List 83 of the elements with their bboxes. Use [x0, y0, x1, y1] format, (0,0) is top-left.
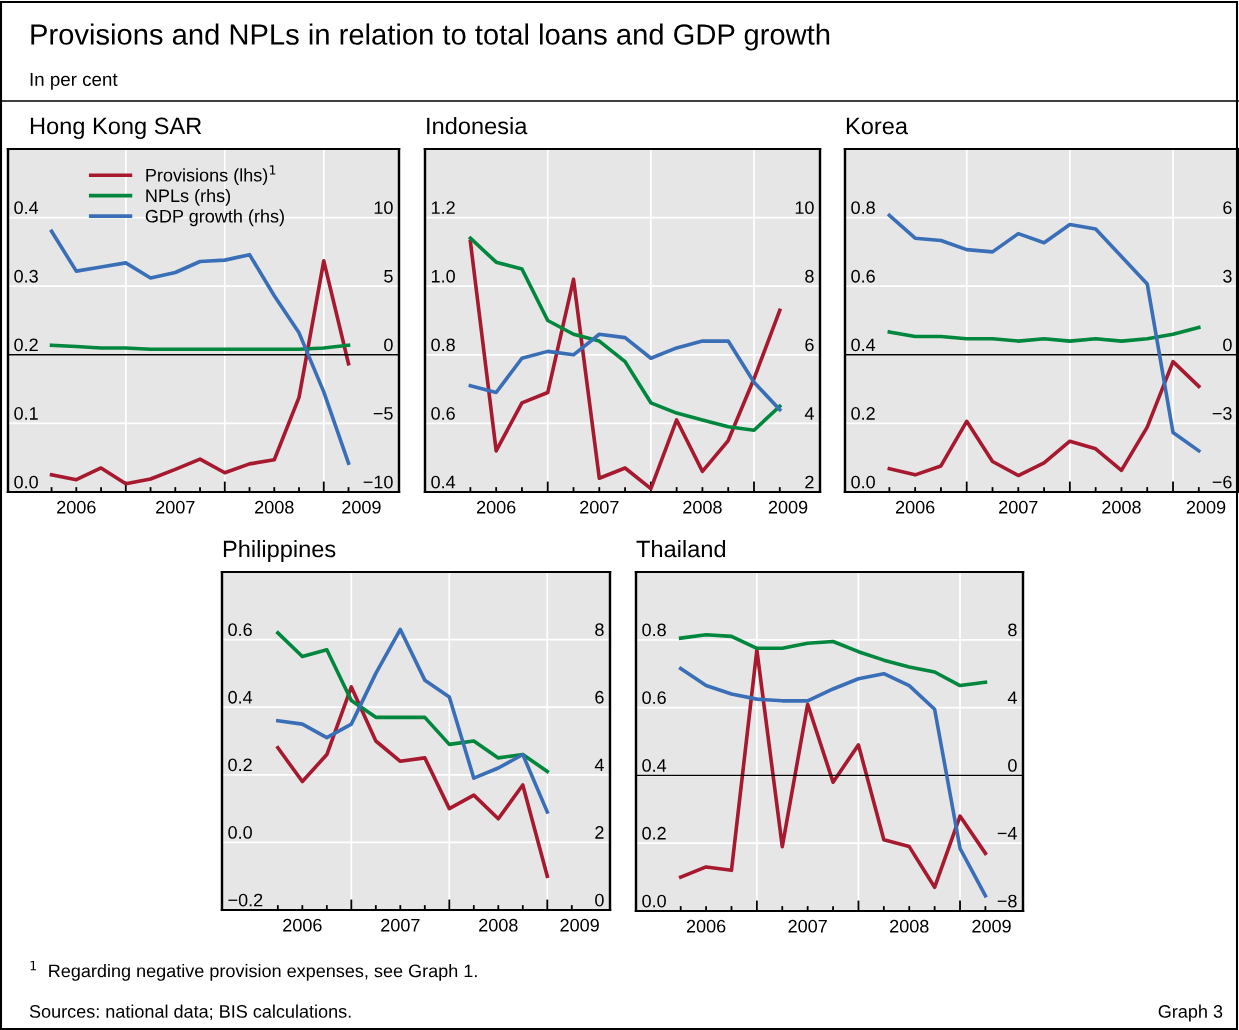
y2-tick-label: 2 — [595, 826, 604, 839]
y2-tick-label: 6 — [805, 338, 814, 352]
y-tick-label: 0.4 — [228, 690, 253, 704]
y-tick-label: 0.8 — [851, 201, 875, 215]
y2-tick-label: 8 — [805, 269, 814, 283]
y-tick-label: 1.0 — [431, 269, 455, 283]
y-tick-label: 0.2 — [228, 758, 252, 772]
source-note: Sources: national data; BIS calculations. — [29, 1004, 351, 1020]
y2-tick-label: 6 — [595, 690, 604, 704]
y-tick-label: 0.0 — [642, 894, 666, 908]
y2-tick-label: 0 — [595, 893, 604, 907]
x-tick-label: 2006 — [283, 918, 322, 932]
y-tick-label: 0.1 — [14, 407, 38, 420]
y2-tick-label: 4 — [804, 407, 814, 420]
y2-tick-label: −10 — [363, 475, 393, 489]
x-tick-label: 2009 — [972, 919, 1011, 933]
y-tick-label: 0.6 — [228, 623, 252, 637]
x-tick-label: 2007 — [156, 500, 195, 514]
y-tick-label: 0.0 — [14, 475, 38, 489]
y2-tick-label: 2 — [805, 475, 814, 489]
chart-title: Korea — [846, 117, 908, 135]
y2-tick-label: 3 — [1223, 269, 1232, 283]
y-tick-label: 0.4 — [431, 475, 456, 489]
caption: Graph 3 — [1158, 1004, 1223, 1022]
chart-title: Hong Kong SAR — [30, 117, 202, 140]
y-tick-label: 0.4 — [642, 759, 667, 772]
x-tick-label: 2009 — [768, 500, 808, 514]
y-tick-label: 1.2 — [431, 201, 455, 214]
y-tick-label: 0.2 — [642, 826, 666, 840]
x-tick-label: 2008 — [255, 500, 294, 514]
y-tick-label: 0.0 — [851, 475, 875, 489]
y-tick-label: 0.6 — [851, 269, 875, 283]
y-tick-label: −0.2 — [228, 893, 263, 907]
y2-tick-label: 4 — [1007, 691, 1017, 704]
y-tick-label: 0.4 — [851, 338, 876, 352]
y-tick-label: 0.6 — [642, 691, 666, 705]
y2-tick-label: −5 — [373, 407, 393, 420]
y2-tick-label: −6 — [1212, 475, 1232, 489]
y2-tick-label: 0 — [1223, 338, 1232, 352]
x-tick-label: 2009 — [342, 500, 381, 514]
legend-label: NPLs (rhs) — [146, 188, 231, 206]
x-tick-label: 2008 — [890, 919, 929, 933]
y2-tick-label: 8 — [1008, 623, 1017, 637]
y2-tick-label: −8 — [997, 894, 1017, 908]
x-tick-label: 2008 — [479, 918, 518, 932]
x-tick-label: 2009 — [560, 918, 599, 932]
y-tick-label: 0.6 — [431, 407, 455, 420]
legend-label: GDP growth (rhs) — [145, 209, 284, 227]
y2-tick-label: 4 — [594, 758, 604, 772]
x-tick-label: 2006 — [57, 500, 96, 514]
y-tick-label: 0.8 — [642, 623, 666, 637]
y2-tick-label: 0 — [1008, 759, 1017, 772]
x-tick-label: 2008 — [683, 500, 722, 514]
y-tick-label: 0.3 — [14, 269, 38, 283]
x-tick-label: 2007 — [788, 919, 827, 933]
text: Provisions and NPLs in relation to total loans and GDP growth — [31, 23, 830, 51]
chart-title: Indonesia — [427, 117, 528, 135]
x-tick-label: 2006 — [686, 919, 726, 933]
x-tick-label: 2008 — [1102, 500, 1141, 514]
y-tick-label: 0.8 — [431, 338, 455, 352]
x-tick-label: 2007 — [580, 500, 619, 514]
y2-tick-label: 10 — [795, 201, 814, 215]
chart-title: Philippines — [223, 539, 336, 563]
y-tick-label: 0.4 — [14, 201, 39, 215]
text: $^{1}$ Regarding negative provision expenses, see Graph 1. — [30, 960, 477, 981]
x-tick-label: 2007 — [999, 500, 1038, 514]
legend-label: Provisions (lhs)$^{1}$ — [146, 165, 276, 186]
y-tick-label: 0.2 — [851, 407, 875, 420]
y2-tick-label: 5 — [384, 270, 393, 283]
y-tick-label: 0.2 — [14, 338, 38, 352]
y2-tick-label: 8 — [595, 623, 604, 637]
y-tick-label: 0.0 — [228, 826, 252, 839]
chart-title: Thailand — [636, 539, 726, 558]
x-tick-label: 2007 — [381, 918, 420, 932]
y2-tick-label: 0 — [384, 338, 393, 352]
x-tick-label: 2006 — [476, 500, 516, 514]
x-tick-label: 2009 — [1186, 500, 1226, 514]
y2-tick-label: 10 — [374, 201, 393, 215]
y2-tick-label: 6 — [1223, 201, 1232, 215]
y2-tick-label: −3 — [1212, 407, 1232, 420]
x-tick-label: 2006 — [895, 500, 935, 514]
y2-tick-label: −4 — [997, 827, 1017, 840]
text: In per cent — [30, 72, 118, 90]
